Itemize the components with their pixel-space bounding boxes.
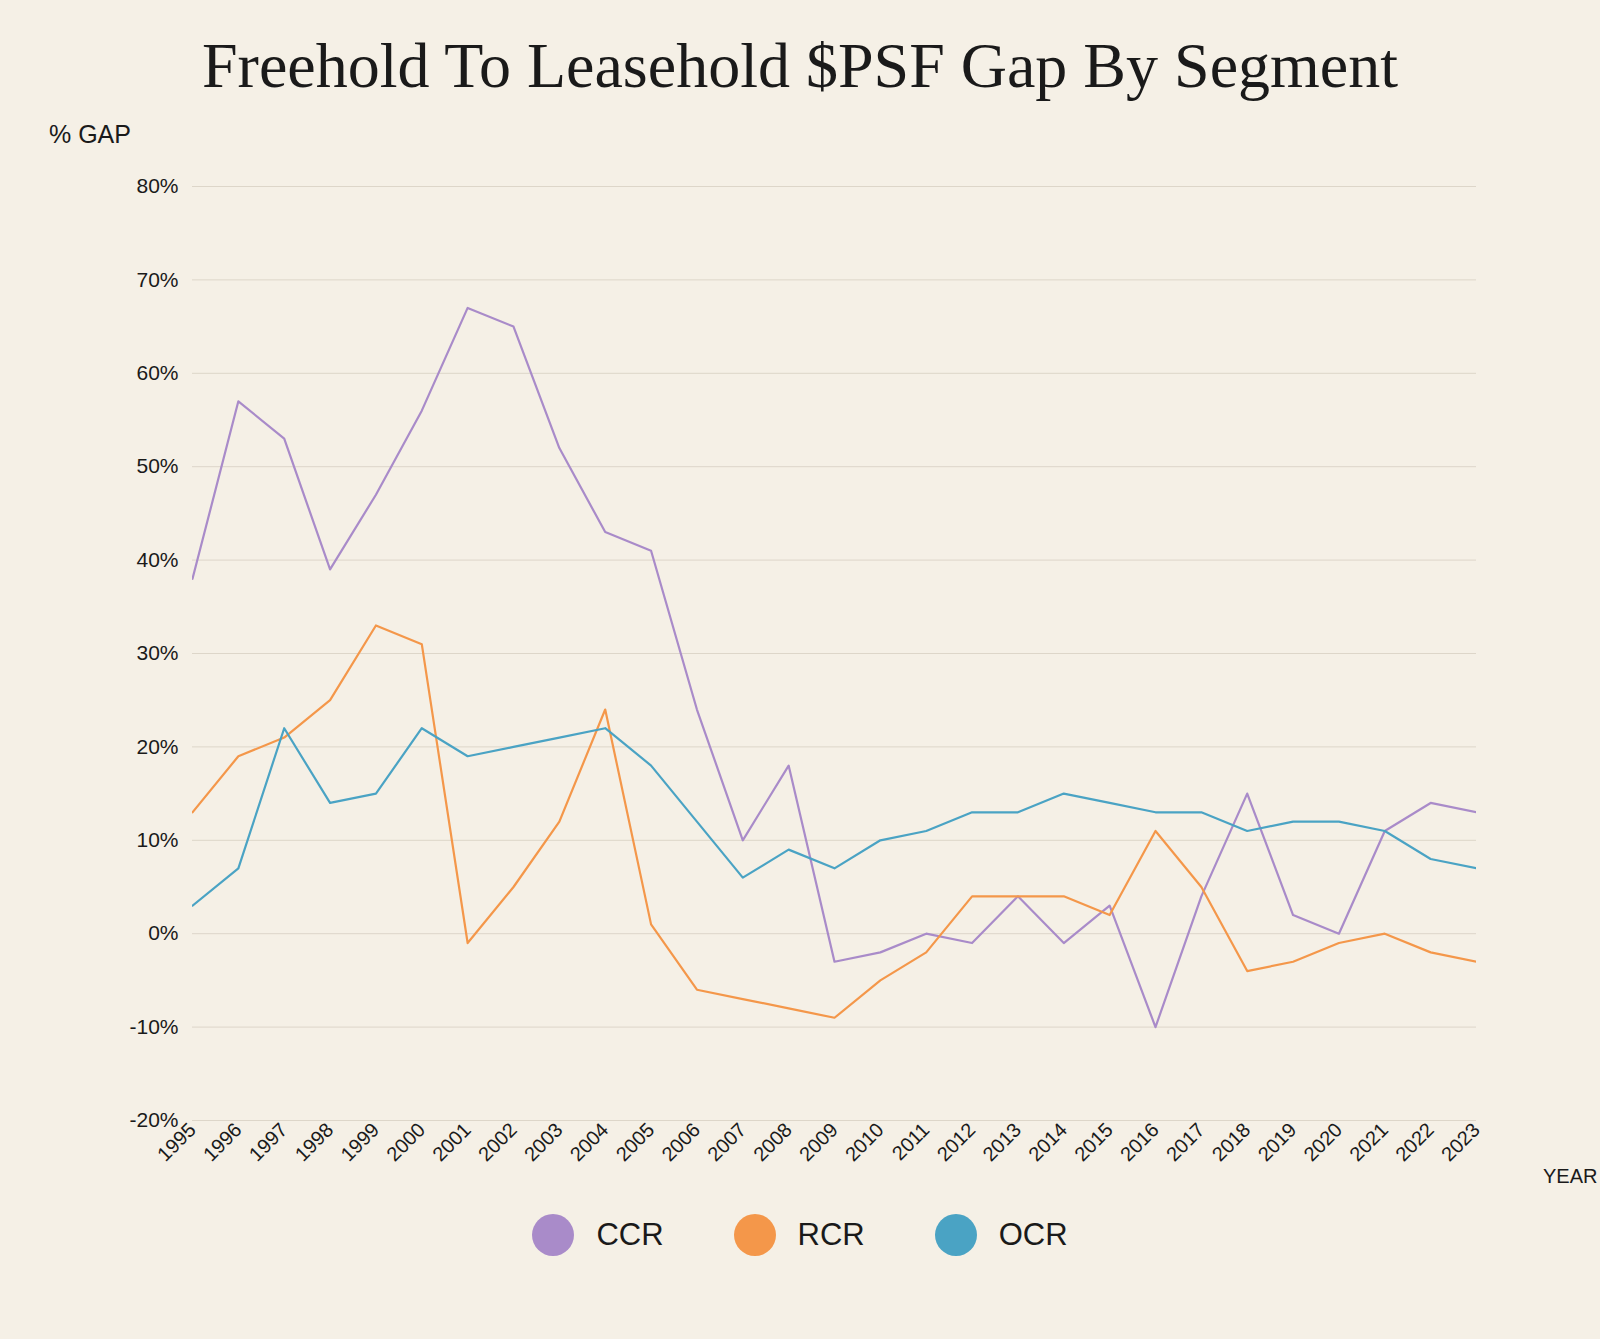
svg-text:2020: 2020 [1299, 1118, 1346, 1165]
svg-text:2001: 2001 [428, 1118, 475, 1165]
svg-text:30%: 30% [136, 641, 178, 664]
html-text:CCR: CCR [596, 1217, 664, 1252]
svg-text:2002: 2002 [474, 1118, 521, 1165]
svg-text:1997: 1997 [245, 1118, 292, 1165]
svg-text:2013: 2013 [978, 1118, 1025, 1165]
svg-text:2018: 2018 [1208, 1118, 1255, 1165]
html-text:RCR: RCR [797, 1217, 865, 1252]
svg-text:10%: 10% [136, 828, 178, 851]
svg-text:60%: 60% [136, 361, 178, 384]
html-text:OCR: OCR [998, 1217, 1068, 1252]
svg-text:2007: 2007 [703, 1118, 750, 1165]
svg-text:1999: 1999 [336, 1118, 383, 1165]
svg-text:1995: 1995 [153, 1118, 200, 1165]
svg-text:2014: 2014 [1024, 1118, 1071, 1165]
svg-text:-10%: -10% [129, 1015, 178, 1038]
html-text:% GAP: % GAP [49, 120, 131, 148]
svg-text:2003: 2003 [520, 1118, 567, 1165]
svg-text:0%: 0% [148, 921, 178, 944]
svg-text:1998: 1998 [290, 1118, 337, 1165]
svg-text:80%: 80% [136, 174, 178, 197]
svg-text:40%: 40% [136, 548, 178, 571]
svg-text:-20%: -20% [129, 1108, 178, 1131]
svg-text:2004: 2004 [566, 1118, 613, 1165]
svg-text:50%: 50% [136, 454, 178, 477]
svg-text:2005: 2005 [611, 1118, 658, 1165]
svg-text:1996: 1996 [199, 1118, 246, 1165]
svg-text:2021: 2021 [1345, 1118, 1392, 1165]
svg-text:2006: 2006 [657, 1118, 704, 1165]
svg-text:2019: 2019 [1253, 1118, 1300, 1165]
svg-text:2011: 2011 [888, 1118, 934, 1164]
svg-text:2010: 2010 [841, 1118, 888, 1165]
svg-text:2015: 2015 [1070, 1118, 1117, 1165]
svg-text:70%: 70% [136, 268, 178, 291]
html-text:Freehold To Leasehold $PSF Gap: Freehold To Leasehold $PSF Gap By Segmen… [202, 30, 1398, 101]
svg-text:2008: 2008 [749, 1118, 796, 1165]
svg-text:YEAR: YEAR [1543, 1165, 1597, 1187]
svg-text:2000: 2000 [382, 1118, 429, 1165]
svg-text:2023: 2023 [1437, 1118, 1484, 1165]
svg-text:2017: 2017 [1162, 1118, 1209, 1165]
svg-text:2022: 2022 [1391, 1118, 1438, 1165]
svg-text:2016: 2016 [1116, 1118, 1163, 1165]
svg-text:20%: 20% [136, 735, 178, 758]
svg-text:2009: 2009 [795, 1118, 842, 1165]
svg-text:2012: 2012 [932, 1118, 979, 1165]
